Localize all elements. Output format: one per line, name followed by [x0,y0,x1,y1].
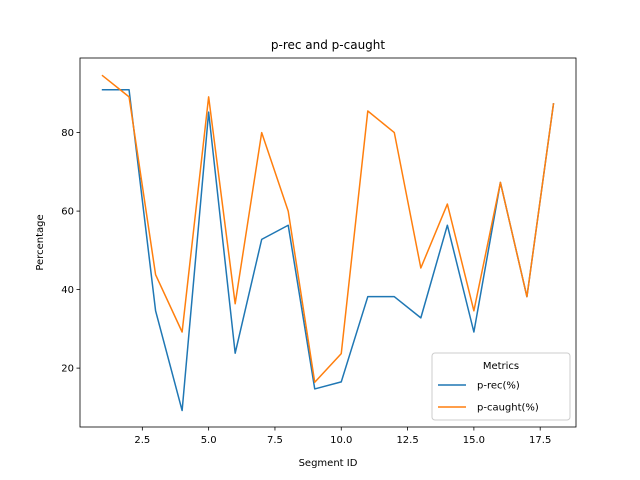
series-line-0 [101,89,555,412]
x-tick-label: 2.5 [134,435,150,446]
x-tick-label: 12.5 [396,435,418,446]
legend-box [431,352,571,421]
series-layer [101,74,555,412]
series-line-1 [101,74,555,383]
legend-title: Metrics [483,361,519,372]
legend: Metrics p-rec(%) p-caught(%) [431,352,571,421]
plot-frame [79,57,577,428]
y-tick-label: 40 [61,285,74,296]
x-tick-label: 5.0 [201,435,217,446]
legend-label-1: p-caught(%) [477,403,539,414]
y-axis: 20 40 60 80 [61,128,80,375]
x-tick-label: 7.5 [267,435,283,446]
x-tick-label: 17.5 [529,435,551,446]
y-tick-label: 60 [61,207,74,218]
legend-entries: p-rec(%) p-caught(%) [438,381,539,414]
y-tick-label: 20 [61,364,74,375]
x-tick-label: 10.0 [330,435,352,446]
legend-label-0: p-rec(%) [477,381,520,392]
x-tick-label: 15.0 [463,435,485,446]
y-axis-label: Percentage [35,214,46,270]
chart-title: p-rec and p-caught [271,38,386,52]
y-tick-label: 80 [61,128,74,139]
x-axis-label: Segment ID [299,458,358,469]
x-axis: 2.5 5.0 7.5 10.0 12.5 15.0 17.5 [134,427,551,446]
